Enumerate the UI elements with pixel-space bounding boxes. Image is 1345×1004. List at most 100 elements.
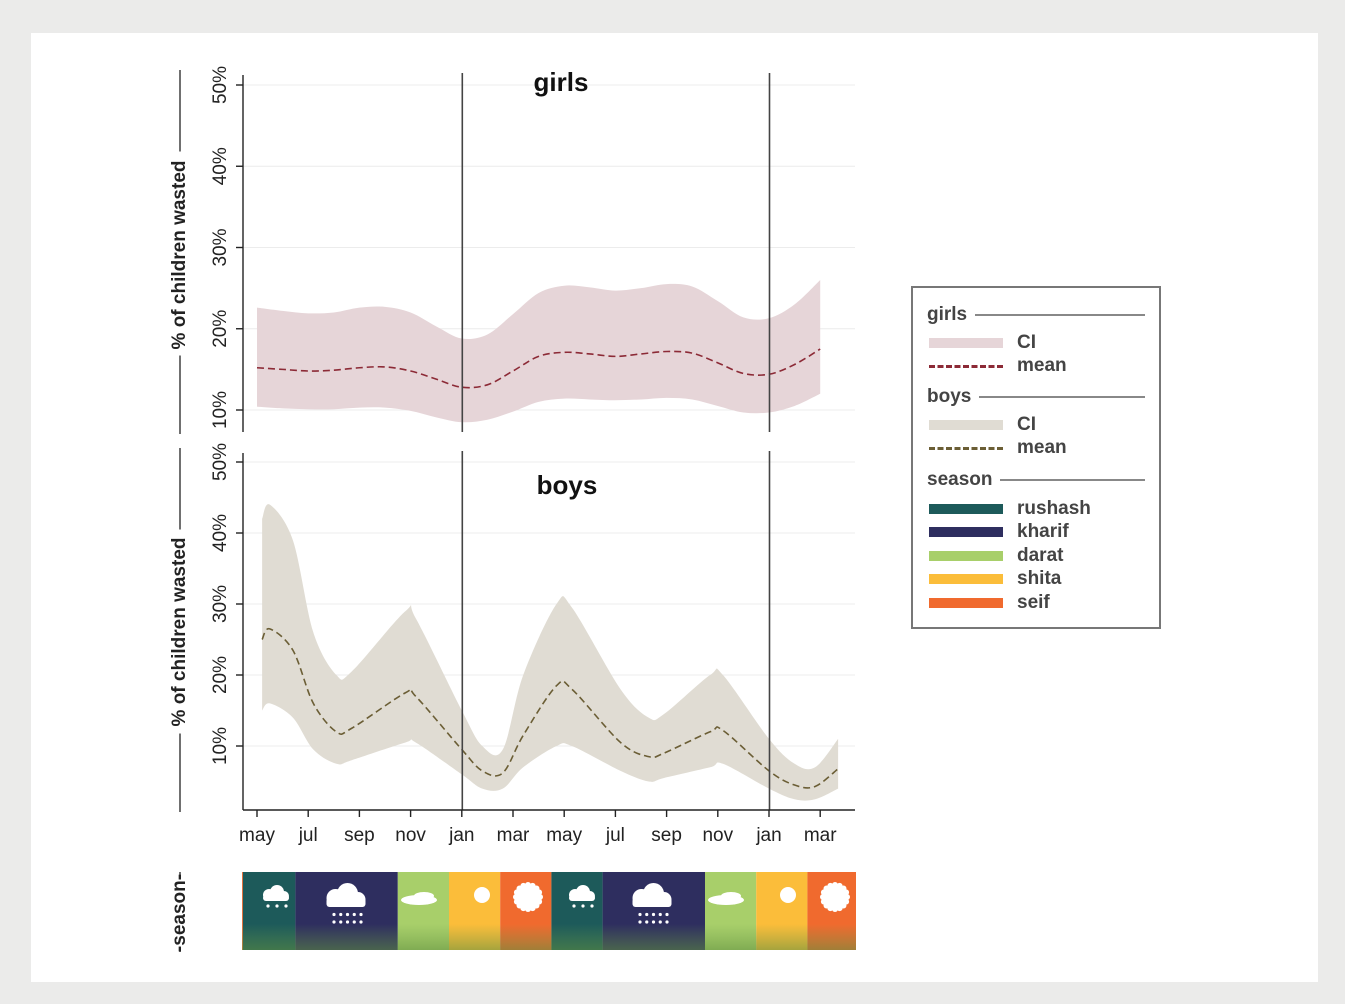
raindrop xyxy=(638,920,642,924)
legend-kharif-swatch xyxy=(929,527,1003,537)
cloud-base xyxy=(569,895,595,901)
raindrop xyxy=(332,912,336,917)
raindrop xyxy=(651,912,656,917)
x-tick-label: may xyxy=(239,825,275,846)
legend-kharif-label: kharif xyxy=(1017,521,1069,542)
girls-ytick-label: 10% xyxy=(210,391,231,429)
big-sun-icon xyxy=(513,882,543,912)
sun-disc xyxy=(780,887,796,903)
boys-ytick-label: 30% xyxy=(210,585,231,623)
x-tick-label: jan xyxy=(448,825,474,846)
legend-boys-mean: mean xyxy=(929,437,1067,459)
legend-boys-ci-swatch xyxy=(929,420,1003,430)
raindrop xyxy=(345,912,350,917)
legend-boys-ci: CI xyxy=(929,414,1036,436)
boys-ytick-label: 10% xyxy=(210,727,231,765)
legend-boys-mean-swatch xyxy=(929,446,1003,450)
boys-ci-band xyxy=(262,504,839,801)
ci-bands xyxy=(257,280,839,801)
x-tick-label: nov xyxy=(702,825,733,846)
x-tick-label: may xyxy=(546,825,582,846)
raindrop xyxy=(284,904,288,908)
legend-season-darat: darat xyxy=(929,545,1063,567)
legend-rushash-swatch xyxy=(929,504,1003,514)
legend-girls-header: girls xyxy=(927,304,1145,326)
girls-mean-line xyxy=(256,348,821,389)
legend-boys-header-text: boys xyxy=(927,386,972,407)
girls-panel-title: girls xyxy=(534,67,589,97)
legend-darat-swatch xyxy=(929,551,1003,561)
legend-girls-mean: mean xyxy=(929,355,1067,377)
legend: girls CI mean boys CI mean season rushas… xyxy=(911,286,1161,629)
cloud-base xyxy=(326,898,366,907)
x-tick-label: sep xyxy=(344,825,375,846)
girls-ci-band xyxy=(257,280,821,423)
axes: 10%20%30%40%50%10%20%30%40%50%may jul sep n… xyxy=(179,66,855,846)
raindrop xyxy=(638,912,642,917)
rain-heavy-icon xyxy=(326,883,366,924)
rain-light-icon xyxy=(263,885,289,908)
boys-ytick-label: 50% xyxy=(210,443,231,481)
x-tick-label: jul xyxy=(298,825,318,846)
legend-season-kharif: kharif xyxy=(929,521,1069,543)
legend-season-seif: seif xyxy=(929,592,1050,614)
x-tick-label: jan xyxy=(755,825,781,846)
girls-ytick-label: 30% xyxy=(210,228,231,266)
raindrop xyxy=(359,912,363,917)
legend-boys-header: boys xyxy=(927,386,1145,408)
x-tick-label: jul xyxy=(605,825,625,846)
rain-light-icon xyxy=(569,885,595,908)
x-tick-label: nov xyxy=(395,825,426,846)
legend-girls-header-text: girls xyxy=(927,304,968,325)
sun-disc xyxy=(517,886,539,908)
legend-shita-swatch xyxy=(929,574,1003,584)
legend-season-shita: shita xyxy=(929,568,1061,590)
season-strip xyxy=(179,872,856,952)
rain-heavy-icon xyxy=(632,883,672,924)
boys-panel-title: boys xyxy=(537,470,598,500)
raindrop xyxy=(266,904,270,908)
legend-girls-ci-swatch xyxy=(929,338,1003,348)
raindrop xyxy=(339,920,343,924)
boys-ytick-label: 20% xyxy=(210,656,231,694)
girls-ytick-label: 40% xyxy=(210,147,231,185)
legend-season-header-text: season xyxy=(927,469,993,490)
raindrop xyxy=(658,912,662,917)
legend-girls-ci-label: CI xyxy=(1017,332,1036,353)
legend-boys-mean-label: mean xyxy=(1017,437,1067,458)
x-tick-label: mar xyxy=(804,825,837,846)
season-seif-block xyxy=(242,872,243,950)
raindrop xyxy=(651,920,656,924)
small-sun-icon xyxy=(474,887,490,903)
legend-boys-ci-label: CI xyxy=(1017,414,1036,435)
raindrop xyxy=(645,920,649,924)
raindrop xyxy=(665,920,669,924)
cloud-base xyxy=(263,895,289,901)
x-tick-label: mar xyxy=(497,825,530,846)
legend-girls-mean-label: mean xyxy=(1017,355,1067,376)
season-strip-label: -season- xyxy=(169,874,190,952)
legend-girls-mean-swatch xyxy=(929,364,1003,368)
cloud-icon xyxy=(708,892,744,905)
raindrop xyxy=(339,912,343,917)
grass-band xyxy=(242,924,856,950)
raindrop xyxy=(352,920,356,924)
sun-disc xyxy=(824,886,846,908)
girls-ytick-label: 20% xyxy=(210,310,231,348)
raindrop xyxy=(345,920,350,924)
cloud-base xyxy=(632,898,672,907)
small-sun-icon xyxy=(780,887,796,903)
raindrop xyxy=(332,920,336,924)
raindrop xyxy=(275,904,279,908)
mean-lines xyxy=(256,348,839,789)
raindrop xyxy=(572,904,576,908)
cloud-icon xyxy=(401,892,437,905)
legend-season-header: season xyxy=(927,469,1145,491)
raindrop xyxy=(645,912,649,917)
raindrop xyxy=(352,912,356,917)
legend-seif-label: seif xyxy=(1017,592,1050,613)
raindrop xyxy=(590,904,594,908)
raindrop xyxy=(665,912,669,917)
girls-y-axis-label: % of children wasted xyxy=(169,161,190,350)
